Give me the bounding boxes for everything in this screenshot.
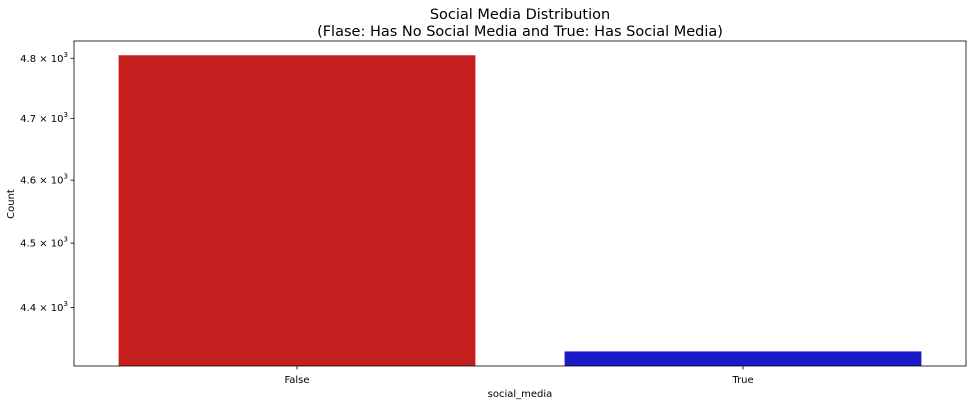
plot-frame xyxy=(73,40,967,367)
y-tick-label: 4.7 × 103 xyxy=(20,111,68,125)
y-tick-label: 4.8 × 103 xyxy=(20,51,68,65)
x-tick-label: False xyxy=(284,375,309,386)
chart-title: Social Media Distribution xyxy=(430,7,610,23)
x-axis-label: social_media xyxy=(488,389,553,400)
y-tick-label: 4.4 × 103 xyxy=(20,300,68,314)
y-axis: 4.4 × 103 4.5 × 103 4.6 × 103 4.7 × 103 4.8 … xyxy=(20,51,74,314)
x-tick-label: True xyxy=(731,375,753,386)
y-tick-label: 4.6 × 103 xyxy=(20,173,68,187)
bar-true xyxy=(564,351,922,366)
chart-subtitle: (Flase: Has No Social Media and True: Ha… xyxy=(317,24,723,40)
y-axis-label: Count xyxy=(6,189,17,219)
x-axis: False True xyxy=(284,366,754,386)
y-tick-label: 4.5 × 103 xyxy=(20,236,68,250)
bars-group xyxy=(118,55,922,367)
bar-false xyxy=(118,55,476,367)
